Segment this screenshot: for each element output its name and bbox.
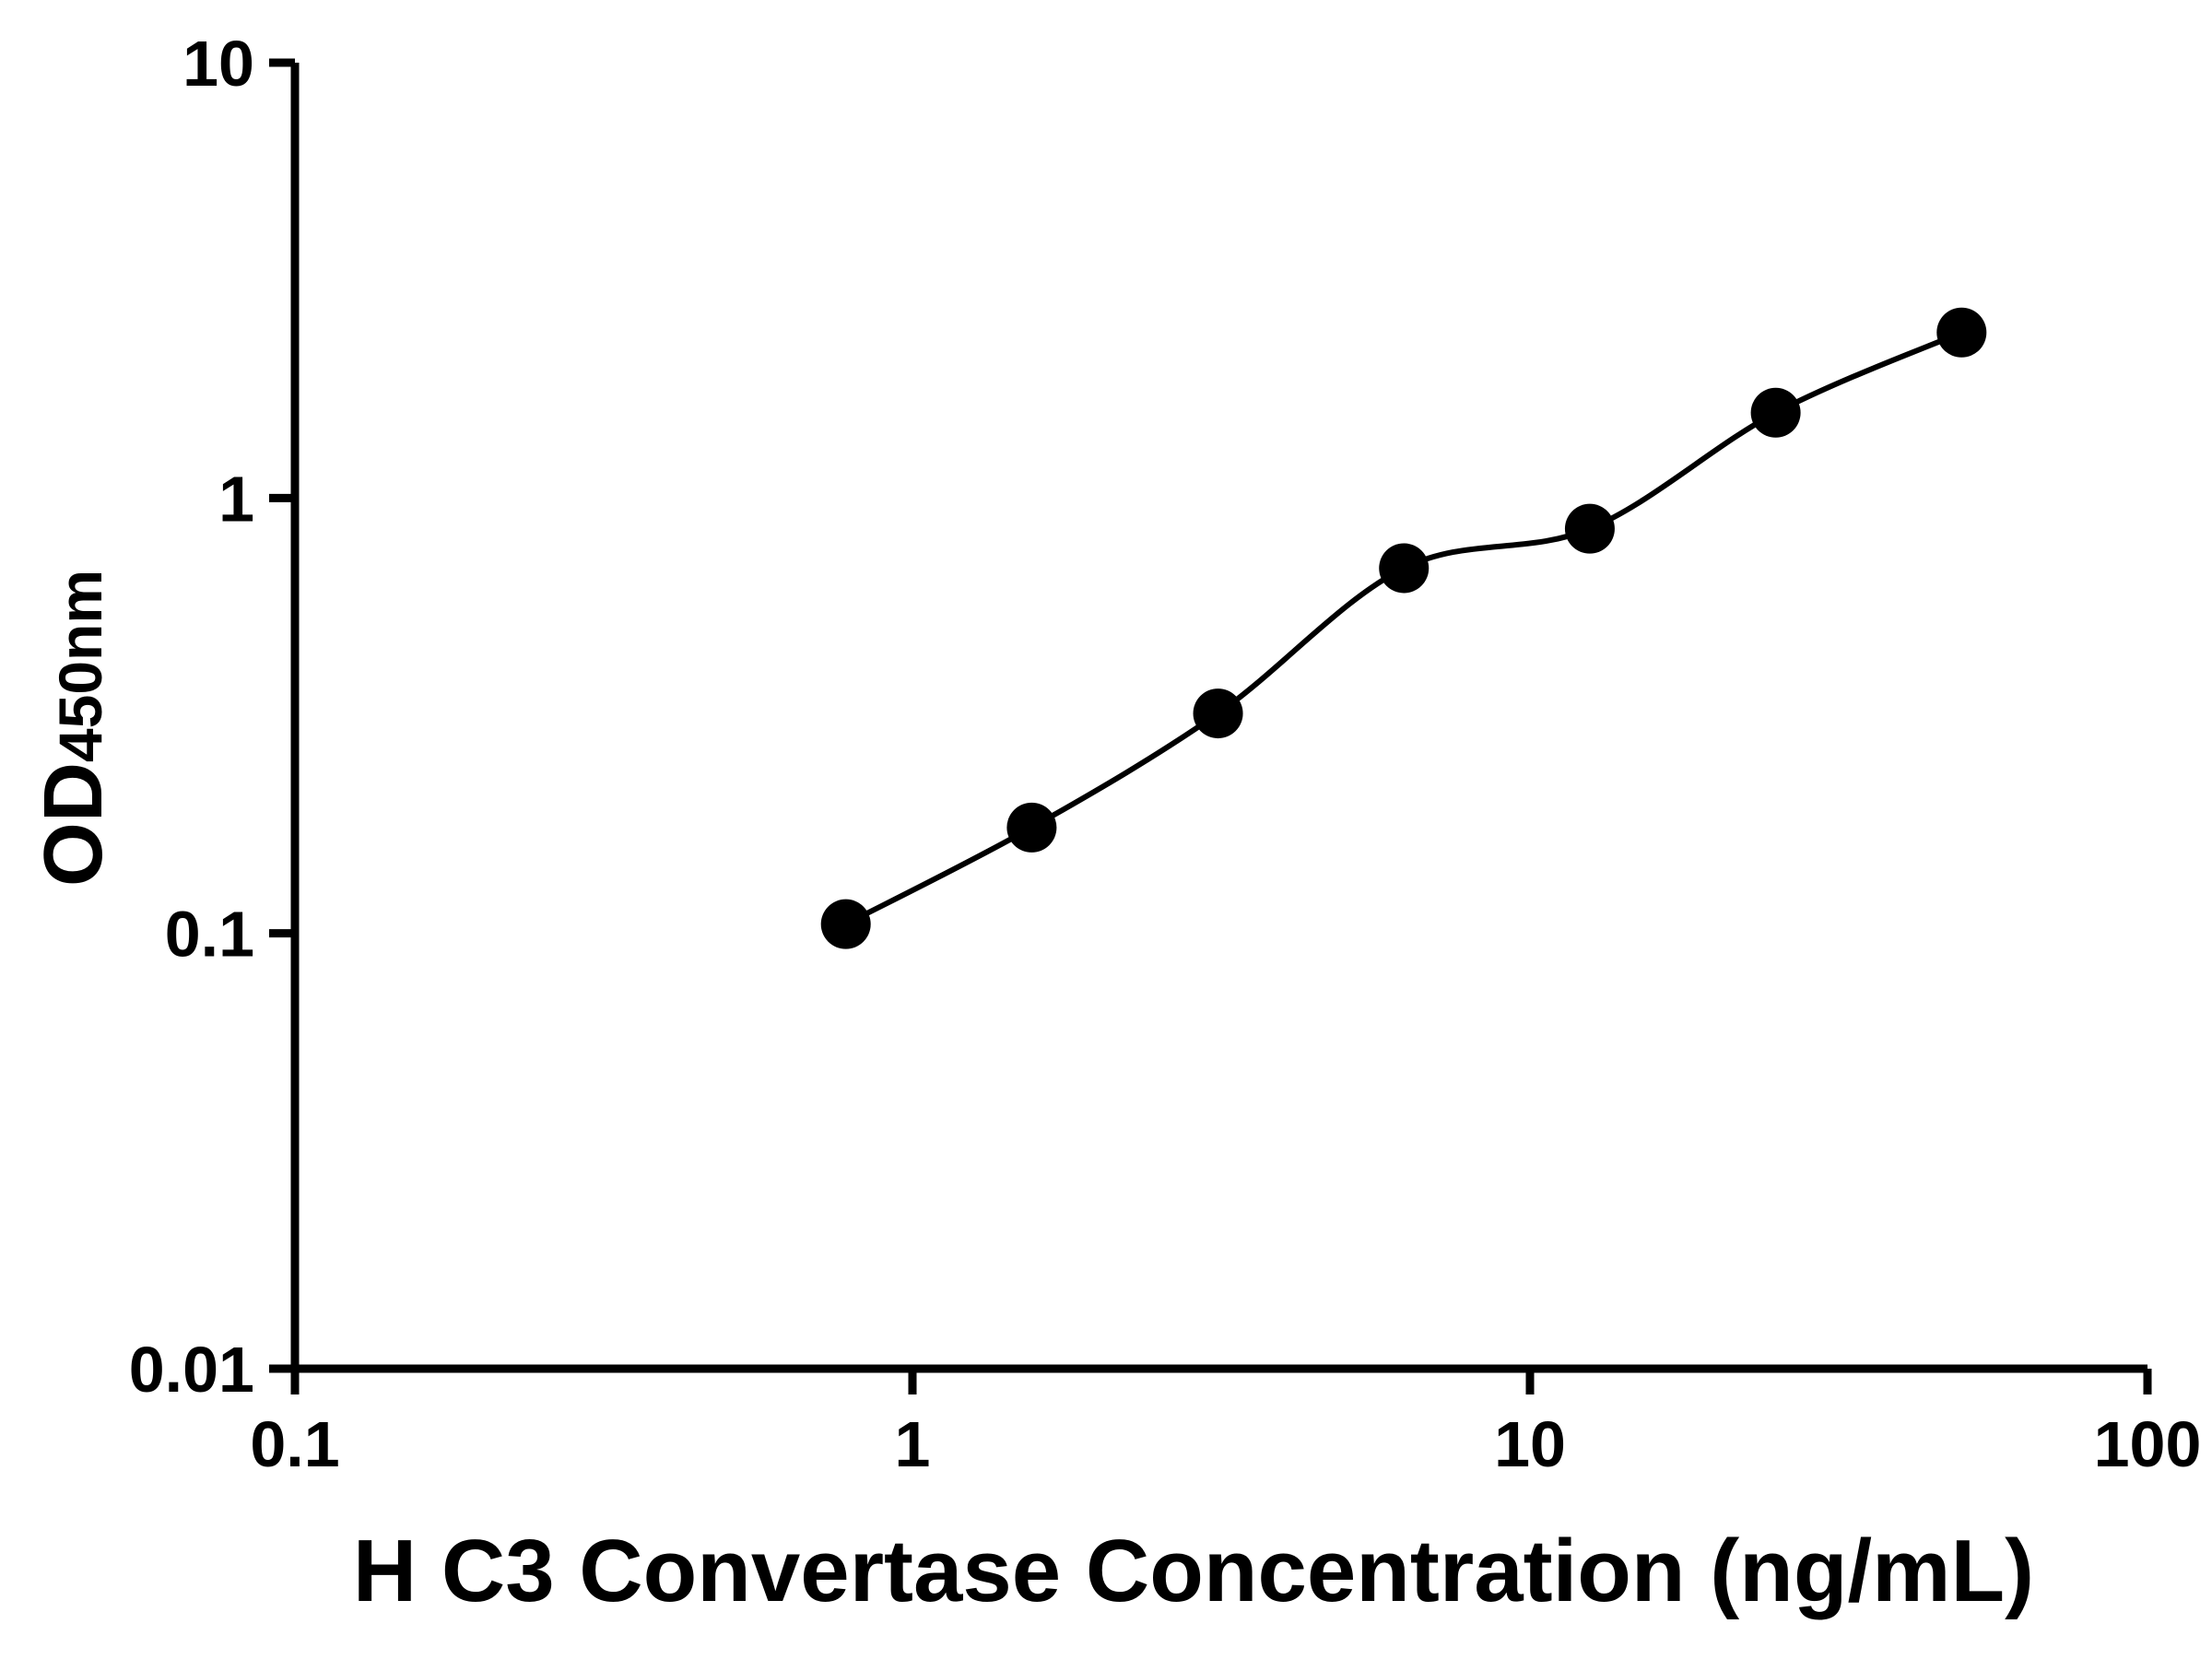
y-axis-title: OD450nm — [28, 569, 120, 887]
y-tick-label-0.1: 0.1 — [165, 899, 254, 971]
y-tick-label-1: 1 — [218, 463, 254, 535]
y-axis-title-sub: 450nm — [46, 569, 114, 763]
y-axis-title-main: OD — [28, 762, 120, 888]
data-point-5 — [1750, 387, 1801, 438]
data-point-1 — [1006, 802, 1057, 853]
data-point-4 — [1564, 503, 1615, 554]
data-point-2 — [1193, 688, 1243, 739]
y-tick-label-10: 10 — [182, 28, 254, 100]
data-point-0 — [820, 899, 871, 949]
x-tick-label-100: 100 — [2094, 1408, 2202, 1480]
x-axis-title: H C3 Convertase Concentration (ng/mL) — [352, 1522, 2035, 1620]
x-tick-label-10: 10 — [1494, 1408, 1566, 1480]
data-point-6 — [1936, 307, 1987, 358]
x-tick-label-0.1: 0.1 — [250, 1408, 339, 1480]
x-tick-label-1: 1 — [895, 1408, 931, 1480]
y-tick-label-0.01: 0.01 — [129, 1334, 254, 1406]
data-point-3 — [1379, 543, 1430, 594]
